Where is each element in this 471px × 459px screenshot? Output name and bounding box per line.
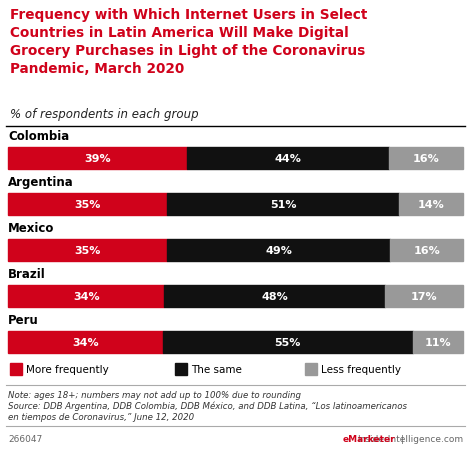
Bar xyxy=(8,194,167,216)
Text: 44%: 44% xyxy=(275,154,302,164)
Text: Colombia: Colombia xyxy=(8,130,69,143)
Text: 39%: 39% xyxy=(84,154,111,164)
Bar xyxy=(8,285,164,308)
Text: 14%: 14% xyxy=(418,200,445,210)
Bar xyxy=(164,285,385,308)
Text: 35%: 35% xyxy=(74,200,101,210)
Text: 35%: 35% xyxy=(74,246,101,256)
Text: % of respondents in each group: % of respondents in each group xyxy=(10,108,199,121)
Text: Frequency with Which Internet Users in Select
Countries in Latin America Will Ma: Frequency with Which Internet Users in S… xyxy=(10,8,367,75)
Text: Mexico: Mexico xyxy=(8,222,54,235)
Bar xyxy=(413,331,463,353)
Text: 48%: 48% xyxy=(261,291,288,302)
Text: Note: ages 18+; numbers may not add up to 100% due to rounding: Note: ages 18+; numbers may not add up t… xyxy=(8,390,301,399)
Text: 55%: 55% xyxy=(275,337,301,347)
Bar xyxy=(390,240,463,262)
Bar xyxy=(167,194,399,216)
Text: Argentina: Argentina xyxy=(8,176,74,189)
Bar xyxy=(187,148,390,170)
Bar xyxy=(167,240,390,262)
Text: en tiempos de Coronavirus,” June 12, 2020: en tiempos de Coronavirus,” June 12, 202… xyxy=(8,412,194,421)
Text: Brazil: Brazil xyxy=(8,268,46,280)
Text: 49%: 49% xyxy=(265,246,292,256)
Text: Peru: Peru xyxy=(8,313,39,326)
Bar xyxy=(390,148,463,170)
Text: 16%: 16% xyxy=(413,154,439,164)
Bar xyxy=(8,240,167,262)
Text: InsiderIntelligence.com: InsiderIntelligence.com xyxy=(357,434,463,443)
Bar xyxy=(8,148,187,170)
Text: 266047: 266047 xyxy=(8,434,42,443)
Bar xyxy=(305,363,317,375)
Bar xyxy=(10,363,22,375)
Bar xyxy=(8,331,162,353)
Text: 34%: 34% xyxy=(72,337,98,347)
Text: 16%: 16% xyxy=(413,246,440,256)
Text: 17%: 17% xyxy=(411,291,437,302)
Text: Source: DDB Argentina, DDB Colombia, DDB México, and DDB Latina, “Los latinoamer: Source: DDB Argentina, DDB Colombia, DDB… xyxy=(8,401,407,411)
Text: More frequently: More frequently xyxy=(26,364,109,374)
Text: Less frequently: Less frequently xyxy=(321,364,401,374)
Bar xyxy=(385,285,463,308)
Text: eMarketer: eMarketer xyxy=(342,434,395,443)
Text: 51%: 51% xyxy=(270,200,297,210)
Text: The same: The same xyxy=(191,364,242,374)
Text: 11%: 11% xyxy=(425,337,451,347)
Bar xyxy=(399,194,463,216)
Bar xyxy=(162,331,413,353)
Text: 34%: 34% xyxy=(73,291,99,302)
Bar xyxy=(175,363,187,375)
Text: |: | xyxy=(398,434,407,443)
